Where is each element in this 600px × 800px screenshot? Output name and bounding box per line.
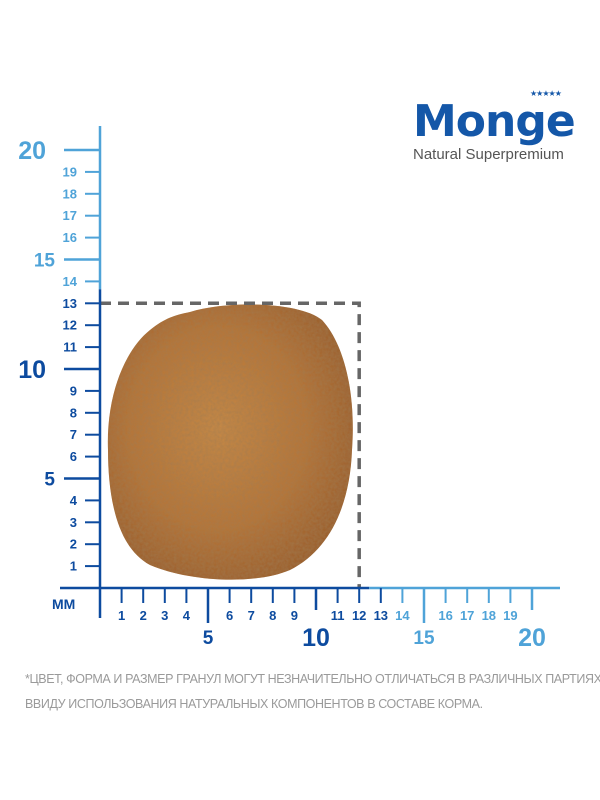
horizontal-tick-label: 9 bbox=[291, 608, 298, 623]
horizontal-tick-label: 13 bbox=[374, 608, 388, 623]
horizontal-tick-label: 11 bbox=[331, 608, 345, 623]
vertical-tick-label: 4 bbox=[70, 493, 78, 508]
horizontal-tick-label: 14 bbox=[395, 608, 410, 623]
disclaimer: *ЦВЕТ, ФОРМА И РАЗМЕР ГРАНУЛ МОГУТ НЕЗНА… bbox=[25, 667, 600, 717]
horizontal-major-label: 15 bbox=[413, 628, 435, 649]
logo-tagline: Natural Superpremium bbox=[413, 146, 564, 163]
vertical-tick-label: 1 bbox=[70, 559, 77, 574]
horizontal-tick-label: 4 bbox=[183, 608, 191, 623]
vertical-tick-label: 3 bbox=[70, 515, 77, 530]
horizontal-tick-label: 1 bbox=[118, 608, 125, 623]
horizontal-tick-label: 18 bbox=[482, 608, 496, 623]
vertical-tick-label: 11 bbox=[63, 340, 77, 355]
horizontal-tick-label: 6 bbox=[226, 608, 233, 623]
kibble-image bbox=[107, 304, 353, 580]
horizontal-tick-label: 17 bbox=[460, 608, 474, 623]
vertical-major-label: 5 bbox=[44, 470, 55, 491]
vertical-tick-label: 13 bbox=[63, 296, 77, 311]
horizontal-tick-label: 16 bbox=[438, 608, 452, 623]
vertical-tick-label: 6 bbox=[70, 449, 77, 464]
horizontal-tick-label: 12 bbox=[352, 608, 366, 623]
logo-wordmark: Monge bbox=[413, 96, 576, 147]
horizontal-major-label: 10 bbox=[302, 624, 330, 652]
horizontal-tick-label: 7 bbox=[248, 608, 255, 623]
vertical-major-label: 20 bbox=[18, 137, 46, 165]
logo-stars-icon: ★★★★★ bbox=[530, 89, 562, 98]
disclaimer-line-1: *ЦВЕТ, ФОРМА И РАЗМЕР ГРАНУЛ МОГУТ НЕЗНА… bbox=[25, 672, 600, 686]
vertical-tick-label: 17 bbox=[63, 208, 77, 223]
vertical-tick-label: 2 bbox=[70, 537, 77, 552]
disclaimer-line-2: ВВИДУ ИСПОЛЬЗОВАНИЯ НАТУРАЛЬНЫХ КОМПОНЕН… bbox=[25, 697, 483, 711]
horizontal-major-label: 5 bbox=[203, 628, 214, 649]
vertical-tick-label: 7 bbox=[70, 427, 77, 442]
unit-label: MM bbox=[52, 596, 76, 612]
vertical-tick-label: 14 bbox=[63, 274, 78, 289]
vertical-tick-label: 8 bbox=[70, 405, 77, 420]
size-bounding-box bbox=[100, 301, 361, 588]
vertical-tick-label: 9 bbox=[70, 383, 77, 398]
vertical-major-label: 10 bbox=[18, 356, 46, 384]
horizontal-tick-label: 19 bbox=[503, 608, 517, 623]
vertical-tick-label: 16 bbox=[63, 230, 77, 245]
horizontal-major-label: 20 bbox=[518, 624, 546, 652]
vertical-tick-label: 18 bbox=[63, 186, 77, 201]
horizontal-tick-label: 2 bbox=[140, 608, 147, 623]
horizontal-tick-label: 8 bbox=[269, 608, 276, 623]
vertical-tick-label: 12 bbox=[63, 318, 77, 333]
vertical-major-label: 15 bbox=[34, 251, 56, 272]
horizontal-tick-label: 3 bbox=[161, 608, 168, 623]
vertical-tick-label: 19 bbox=[63, 164, 77, 179]
monge-logo: Monge ★★★★★ Natural Superpremium bbox=[413, 89, 583, 163]
